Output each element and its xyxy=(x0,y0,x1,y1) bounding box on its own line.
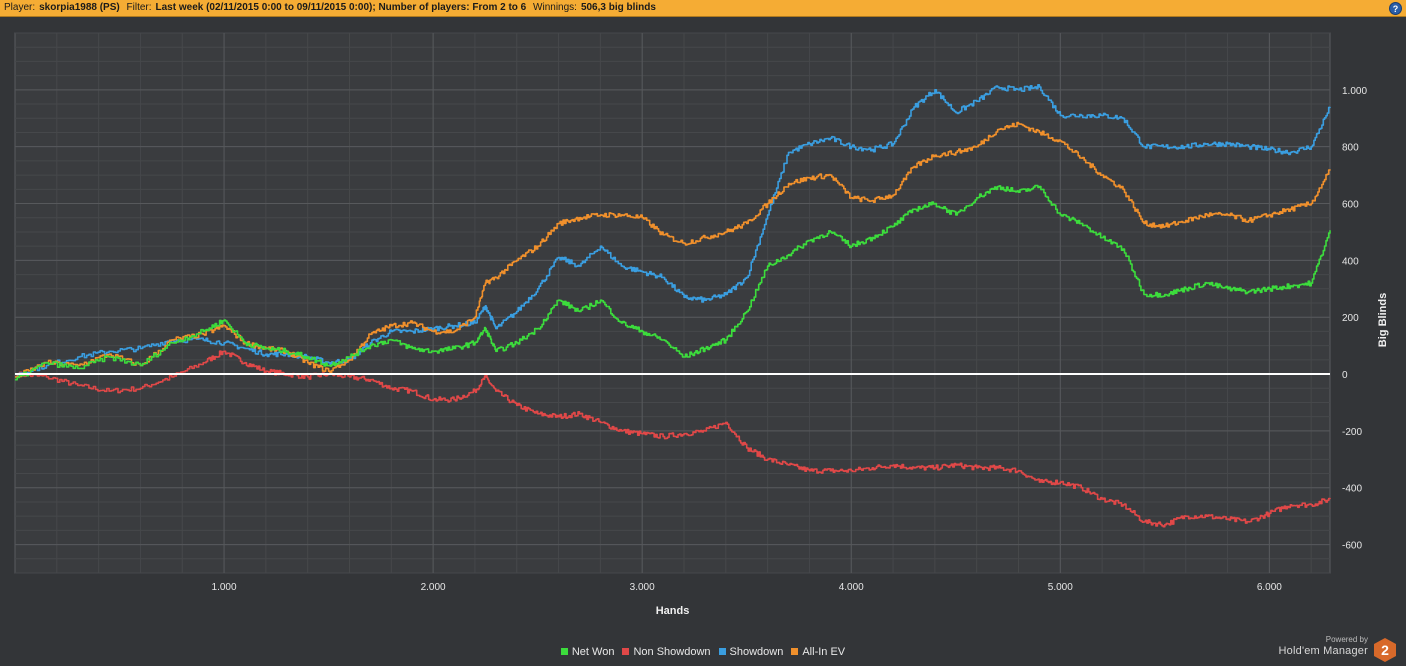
powered-by-text: Powered by xyxy=(1325,635,1368,644)
y-tick-label: 1.000 xyxy=(1342,86,1367,97)
chart-legend: Net Won Non Showdown Showdown All-In EV xyxy=(0,646,1406,658)
legend-item-net-won[interactable]: Net Won xyxy=(560,646,615,658)
filter-label: Filter: xyxy=(126,2,152,13)
legend-item-all-in-ev[interactable]: All-In EV xyxy=(791,646,845,658)
brand-logo: 2 xyxy=(1374,638,1396,662)
legend-swatch xyxy=(718,648,726,655)
legend-label: Net Won xyxy=(571,646,615,658)
x-tick-label: 5.000 xyxy=(1048,582,1073,593)
x-tick-label: 4.000 xyxy=(839,582,864,593)
x-tick-label: 1.000 xyxy=(212,582,237,593)
legend-label: Showdown xyxy=(729,646,784,658)
winnings-value: 506,3 big blinds xyxy=(580,2,656,13)
y-tick-label: 0 xyxy=(1342,370,1348,381)
series-line-all-in-ev xyxy=(15,121,1331,378)
legend-label: Non Showdown xyxy=(633,646,711,658)
legend-item-showdown[interactable]: Showdown xyxy=(718,646,784,658)
series-line-net-won xyxy=(15,184,1331,381)
y-tick-label: 200 xyxy=(1342,313,1359,324)
x-tick-label: 6.000 xyxy=(1257,582,1282,593)
y-tick-label: 800 xyxy=(1342,143,1359,154)
legend-item-non-showdown[interactable]: Non Showdown xyxy=(622,646,711,658)
y-tick-label: 600 xyxy=(1342,200,1359,211)
filter-bar: Player: skorpia1988 (PS) Filter: Last week… xyxy=(0,0,1406,17)
filter-value: Last week (02/11/2015 0:00 to 09/11/2015… xyxy=(155,2,527,13)
player-value: skorpia1988 (PS) xyxy=(39,2,120,13)
y-tick-label: 400 xyxy=(1342,256,1359,267)
legend-swatch xyxy=(560,648,568,655)
y-tick-label: -200 xyxy=(1342,427,1362,438)
legend-label: All-In EV xyxy=(802,646,846,658)
winnings-label: Winnings: xyxy=(533,2,577,13)
brand-name: Hold'em Manager xyxy=(1278,645,1368,657)
x-axis-label: Hands xyxy=(656,605,690,617)
brand-block: Powered by Hold'em Manager 2 xyxy=(1278,635,1396,662)
x-tick-label: 2.000 xyxy=(421,582,446,593)
graph-chart: -600 -400 -200 0 200 400 600 800 1.000 1.000 2.000… xyxy=(14,32,1389,617)
y-tick-label: -400 xyxy=(1342,484,1362,495)
player-label: Player: xyxy=(4,2,36,13)
legend-swatch xyxy=(791,648,799,655)
y-tick-label: -600 xyxy=(1342,541,1362,552)
y-axis-label: Big Blinds xyxy=(1377,293,1389,347)
x-tick-label: 3.000 xyxy=(630,582,655,593)
help-icon[interactable]: ? xyxy=(1389,2,1402,15)
legend-swatch xyxy=(622,648,630,655)
